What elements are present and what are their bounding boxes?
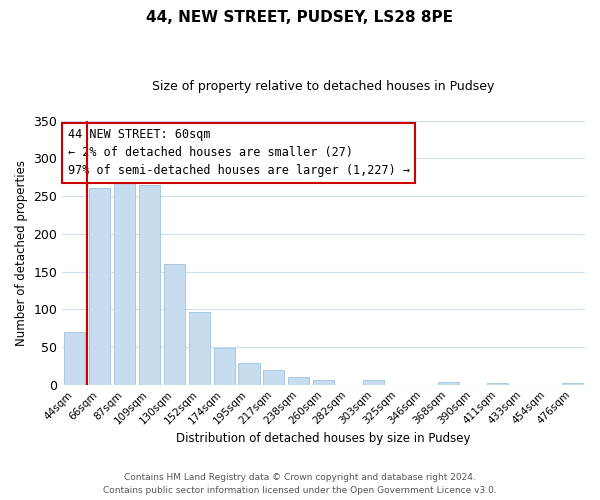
Bar [164,264,185,384]
Bar [89,188,110,384]
X-axis label: Distribution of detached houses by size in Pudsey: Distribution of detached houses by size … [176,432,471,445]
Y-axis label: Number of detached properties: Number of detached properties [15,160,28,346]
Bar [363,380,384,384]
Bar [188,312,210,384]
Bar [562,383,583,384]
Bar [238,363,260,384]
Text: 44 NEW STREET: 60sqm
← 2% of detached houses are smaller (27)
97% of semi-detach: 44 NEW STREET: 60sqm ← 2% of detached ho… [68,128,410,178]
Bar [64,332,85,384]
Text: 44, NEW STREET, PUDSEY, LS28 8PE: 44, NEW STREET, PUDSEY, LS28 8PE [146,10,454,25]
Bar [114,164,135,384]
Bar [313,380,334,384]
Bar [437,382,458,384]
Bar [487,383,508,384]
Title: Size of property relative to detached houses in Pudsey: Size of property relative to detached ho… [152,80,495,93]
Bar [139,184,160,384]
Text: Contains HM Land Registry data © Crown copyright and database right 2024.
Contai: Contains HM Land Registry data © Crown c… [103,474,497,495]
Bar [263,370,284,384]
Bar [214,348,235,385]
Bar [288,377,310,384]
